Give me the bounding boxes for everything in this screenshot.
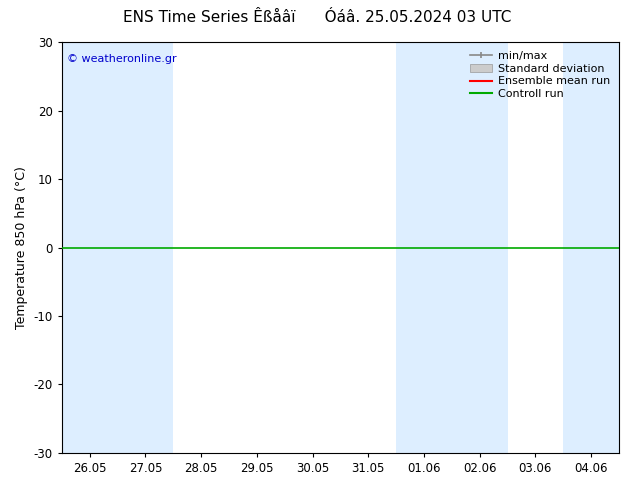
Text: © weatheronline.gr: © weatheronline.gr bbox=[67, 54, 177, 64]
Bar bbox=[563, 42, 619, 453]
Legend: min/max, Standard deviation, Ensemble mean run, Controll run: min/max, Standard deviation, Ensemble me… bbox=[467, 48, 614, 102]
Y-axis label: Temperature 850 hPa (°C): Temperature 850 hPa (°C) bbox=[15, 166, 28, 329]
Bar bbox=[117, 42, 173, 453]
Text: ENS Time Series Êßåâï      Óáâ. 25.05.2024 03 UTC: ENS Time Series Êßåâï Óáâ. 25.05.2024 03… bbox=[123, 10, 511, 25]
Bar bbox=[62, 42, 117, 453]
Bar bbox=[396, 42, 508, 453]
